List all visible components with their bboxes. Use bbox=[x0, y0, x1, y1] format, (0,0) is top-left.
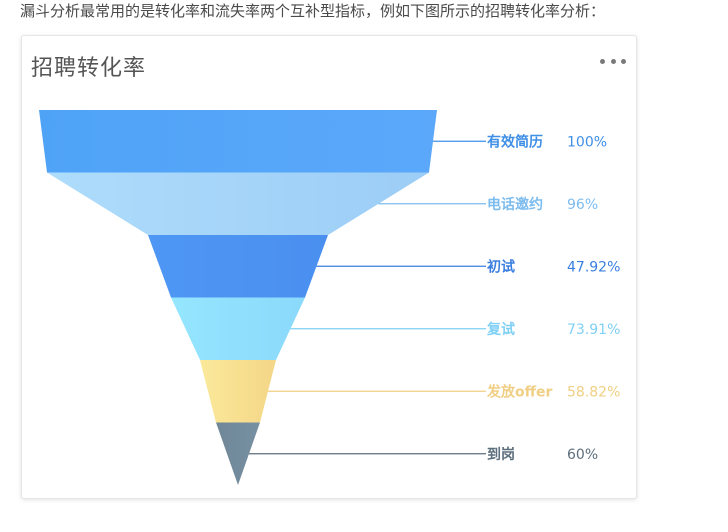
funnel-stage-value: 60% bbox=[567, 447, 598, 463]
funnel-segment[interactable] bbox=[47, 172, 429, 236]
funnel-segment[interactable] bbox=[200, 360, 276, 423]
funnel-stage-label: 有效简历 bbox=[487, 133, 543, 150]
funnel-stage-value: 100% bbox=[567, 134, 607, 150]
funnel-stage-label: 复试 bbox=[486, 321, 515, 338]
intro-text: 漏斗分析最常用的是转化率和流失率两个互补型指标，例如下图所示的招聘转化率分析： bbox=[20, 2, 606, 20]
funnel-stage-value: 47.92% bbox=[567, 259, 620, 275]
funnel-stage-value: 58.82% bbox=[567, 384, 620, 400]
funnel-chart: 有效简历 100% 电话邀约 96% 初试 47.92% 复试 73.91% 发放offer 58… bbox=[39, 110, 620, 486]
funnel-segment[interactable] bbox=[148, 235, 328, 298]
funnel-segment[interactable] bbox=[171, 297, 305, 361]
funnel-stage-label: 发放offer bbox=[486, 383, 552, 400]
funnel-stage-value: 73.91% bbox=[567, 322, 620, 338]
chart-title: 招聘转化率 bbox=[31, 56, 147, 81]
funnel-stage-label: 初试 bbox=[487, 258, 515, 275]
funnel-stage-label: 电话邀约 bbox=[487, 196, 543, 213]
more-dots-icon[interactable] bbox=[600, 54, 626, 68]
funnel-segment[interactable] bbox=[39, 110, 437, 173]
funnel-stage-value: 96% bbox=[567, 197, 598, 213]
funnel-chart-card: 招聘转化率 有效简历 100% 电话邀约 96% 初试 47.92% 复试 73.91% 发放o… bbox=[21, 35, 637, 499]
funnel-segment[interactable] bbox=[216, 422, 260, 486]
funnel-stage-label: 到岗 bbox=[487, 446, 515, 463]
